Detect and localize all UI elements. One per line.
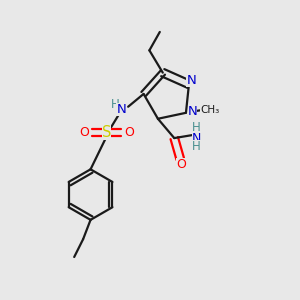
Text: CH₃: CH₃ <box>200 105 219 115</box>
Text: H: H <box>192 121 201 134</box>
Text: N: N <box>188 105 197 118</box>
Text: S: S <box>102 125 111 140</box>
Text: O: O <box>176 158 186 171</box>
Text: O: O <box>124 126 134 139</box>
Text: N: N <box>186 74 196 87</box>
Text: H: H <box>192 140 201 153</box>
Text: N: N <box>192 132 201 145</box>
Text: H: H <box>111 98 120 111</box>
Text: O: O <box>79 126 89 139</box>
Text: N: N <box>116 103 126 116</box>
